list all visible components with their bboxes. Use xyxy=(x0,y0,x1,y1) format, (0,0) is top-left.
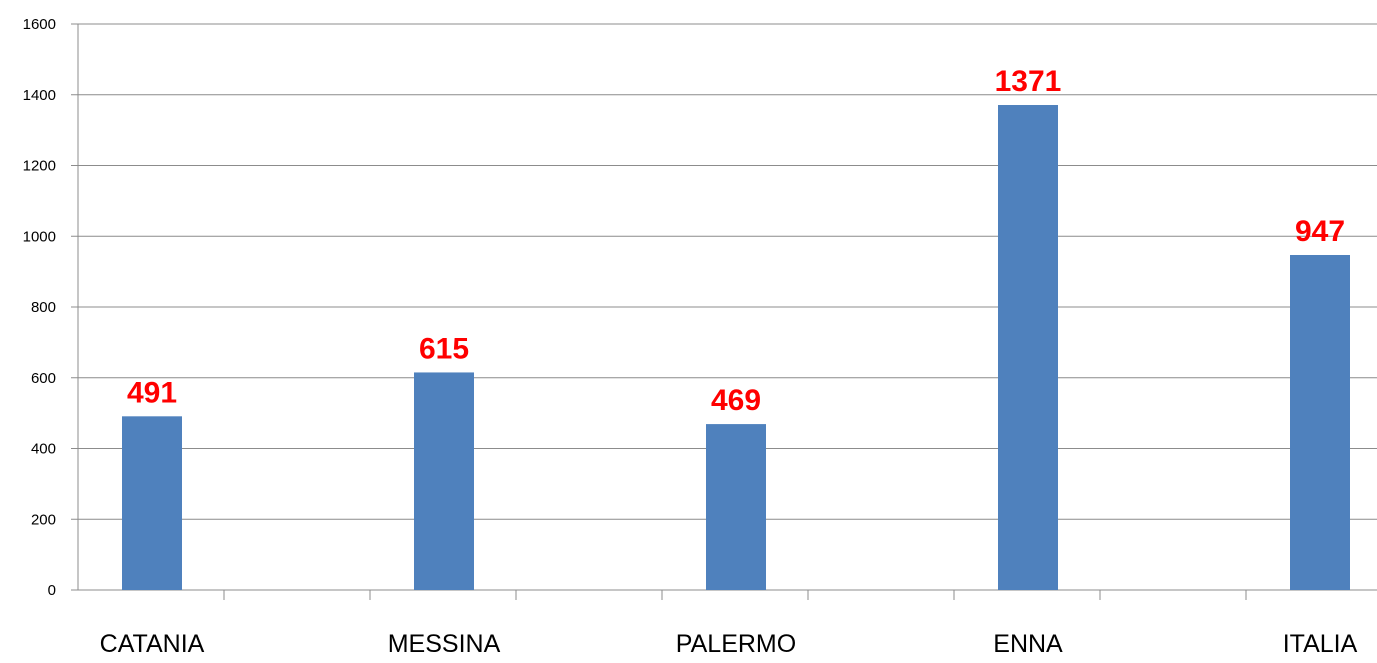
bar-palermo xyxy=(706,424,766,590)
x-tick-label: CATANIA xyxy=(100,630,205,658)
bar-catania xyxy=(122,416,182,590)
y-tick-label: 400 xyxy=(31,441,56,458)
data-label: 1371 xyxy=(995,65,1062,98)
grid-lines xyxy=(78,23,1377,520)
y-tick-label: 200 xyxy=(31,511,56,528)
data-label: 947 xyxy=(1295,215,1345,248)
data-label: 491 xyxy=(127,376,177,409)
x-tick-label: ENNA xyxy=(993,630,1063,658)
bar-messina xyxy=(414,372,474,590)
y-tick-label: 1400 xyxy=(23,87,56,104)
y-tick-label: 1600 xyxy=(23,16,56,33)
data-label: 615 xyxy=(419,332,469,365)
y-tick-label: 1000 xyxy=(23,228,56,245)
y-tick-label: 0 xyxy=(48,582,56,599)
data-label: 469 xyxy=(711,384,761,417)
bar-italia xyxy=(1290,254,1350,590)
y-tick-label: 800 xyxy=(31,299,56,316)
y-tick-label: 600 xyxy=(31,370,56,387)
x-tick-label: PALERMO xyxy=(676,630,796,658)
x-tick-label: ITALIA xyxy=(1283,630,1358,658)
x-tick-label: MESSINA xyxy=(388,630,501,658)
labels: 0 200 400 600 800 1000 1200 1400 1600 491 CATANIA 6… xyxy=(23,16,1358,658)
bars xyxy=(122,105,1350,590)
y-tick-label: 1200 xyxy=(23,158,56,175)
bar-enna xyxy=(998,105,1058,590)
